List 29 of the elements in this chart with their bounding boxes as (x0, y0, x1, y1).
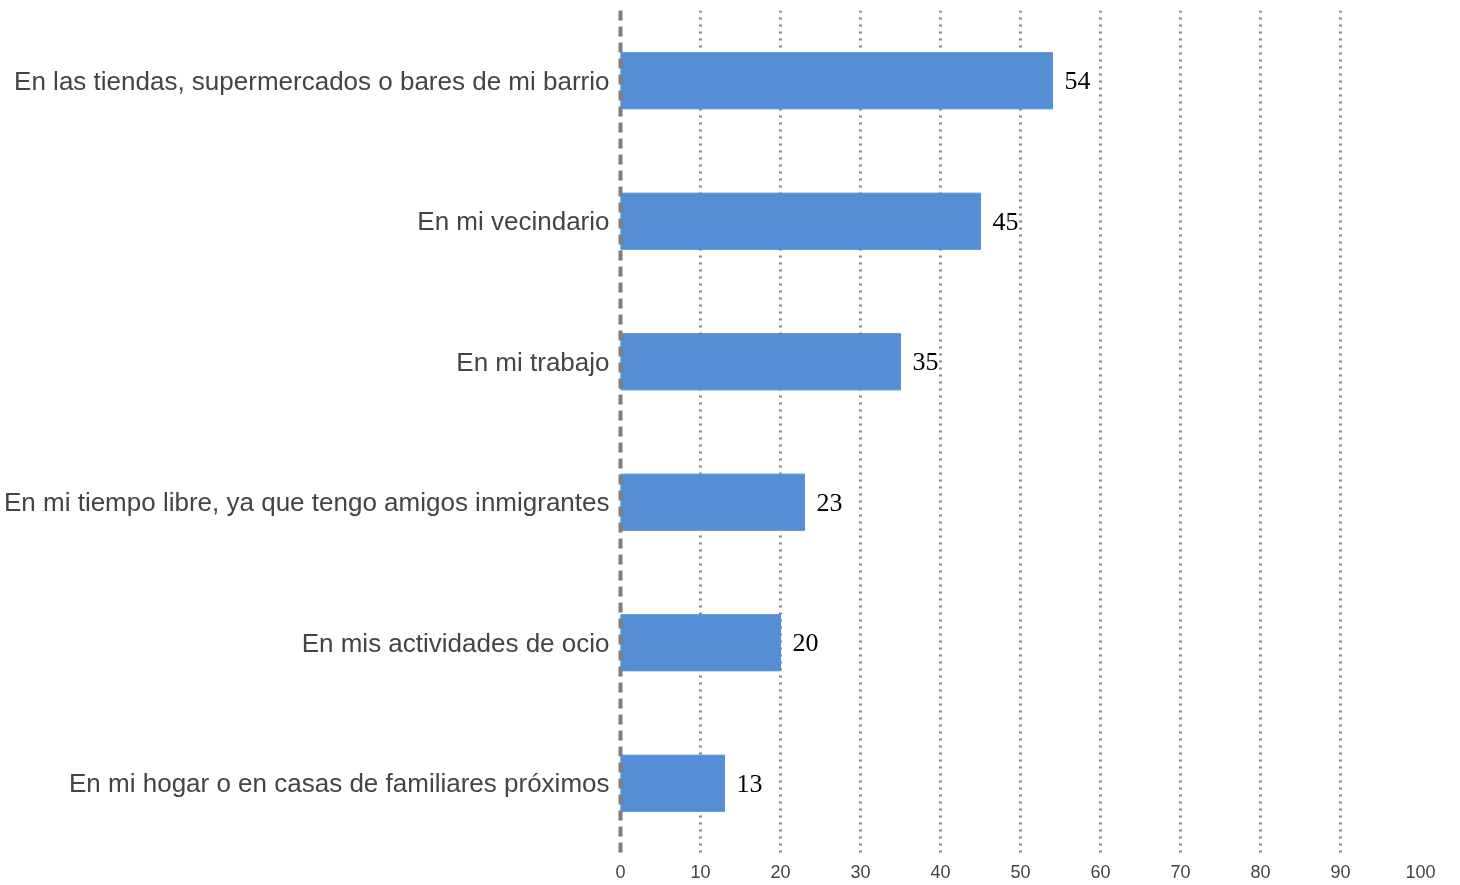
data-label: 13 (736, 768, 763, 798)
y-tick-label: En mi trabajo (456, 346, 610, 377)
x-tick-label: 10 (690, 861, 711, 882)
y-tick-label: En mis actividades de ocio (301, 627, 610, 658)
y-tick-label: En las tiendas, supermercados o bares de mi barrio (14, 65, 610, 96)
x-tick-label: 0 (615, 861, 626, 882)
bar (620, 52, 1053, 110)
data-label: 54 (1064, 66, 1091, 96)
y-tick-label: En mi hogar o en casas de familiares próximos (69, 768, 610, 799)
data-label: 45 (992, 206, 1019, 236)
data-label: 35 (912, 347, 939, 377)
x-tick-label: 80 (1250, 861, 1271, 882)
bar (620, 333, 901, 391)
data-label: 23 (816, 487, 843, 517)
bar (620, 614, 781, 672)
data-label: 20 (792, 628, 819, 658)
x-tick-label: 100 (1405, 861, 1436, 882)
y-tick-label: En mi vecindario (417, 206, 610, 237)
bar (620, 754, 725, 812)
y-tick-label: En mi tiempo libre, ya que tengo amigos inmigrantes (3, 487, 610, 518)
x-tick-label: 50 (1010, 861, 1031, 882)
bar (620, 473, 805, 531)
x-tick-label: 20 (770, 861, 791, 882)
x-tick-label: 70 (1170, 861, 1191, 882)
x-tick-label: 30 (850, 861, 871, 882)
x-tick-label: 90 (1330, 861, 1351, 882)
x-tick-label: 40 (930, 861, 951, 882)
x-tick-label: 60 (1090, 861, 1111, 882)
bar (620, 192, 981, 250)
